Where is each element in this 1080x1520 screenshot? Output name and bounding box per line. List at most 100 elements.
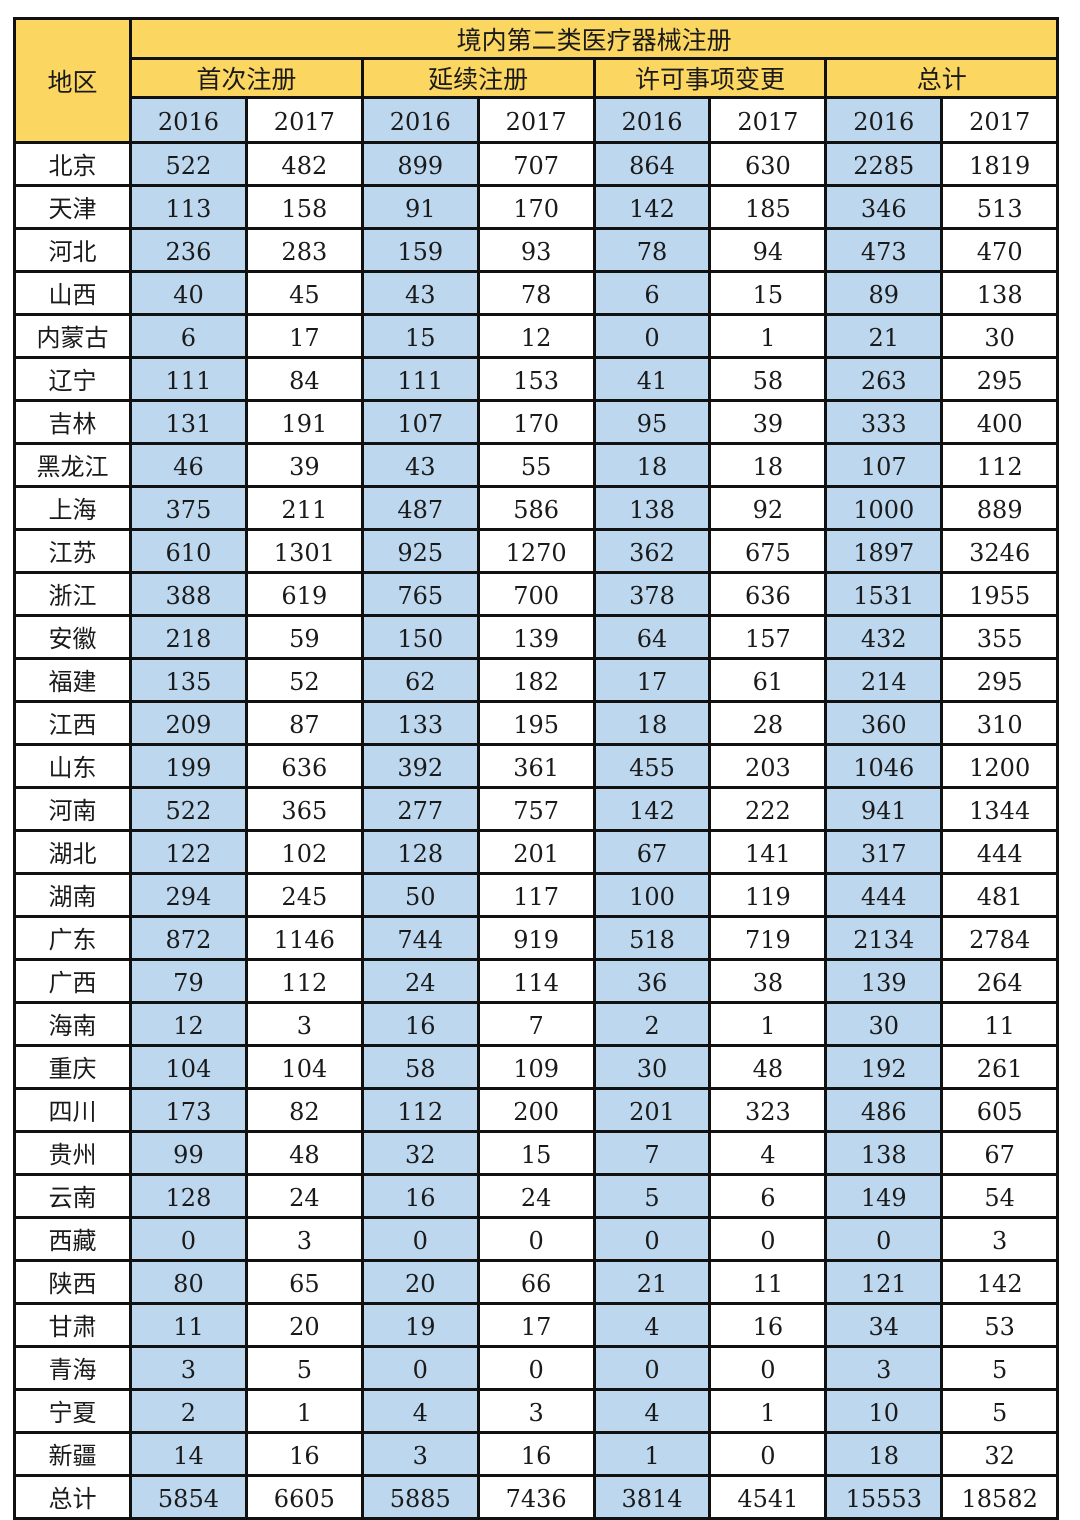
value-cell: 636 [244, 743, 364, 789]
value-cell: 18582 [940, 1474, 1060, 1520]
value-cell: 630 [708, 141, 828, 187]
value-cell: 66 [476, 1259, 596, 1305]
value-cell: 1146 [244, 915, 364, 961]
value-cell: 209 [129, 700, 248, 746]
value-cell: 0 [360, 1345, 480, 1391]
region-cell: 吉林 [13, 399, 132, 445]
value-cell: 11 [129, 1302, 248, 1348]
value-cell: 355 [940, 614, 1060, 660]
value-cell: 3814 [592, 1474, 712, 1520]
year-header: 2016 [360, 96, 480, 144]
value-cell: 4 [592, 1302, 712, 1348]
value-cell: 283 [244, 227, 364, 273]
value-cell: 46 [129, 442, 248, 488]
value-cell: 64 [592, 614, 712, 660]
value-cell: 6 [129, 313, 248, 359]
year-header: 2017 [476, 96, 596, 144]
header-row-title: 地区 境内第二类医疗器械注册 [13, 17, 1060, 144]
table-row: 陕西 80 65 20 66 21 11 121 142 [13, 1259, 1060, 1305]
value-cell: 0 [708, 1431, 828, 1477]
value-cell: 201 [592, 1087, 712, 1133]
value-cell: 107 [824, 442, 944, 488]
value-cell: 486 [824, 1087, 944, 1133]
region-cell: 广东 [13, 915, 132, 961]
value-cell: 1 [592, 1431, 712, 1477]
value-cell: 19 [360, 1302, 480, 1348]
value-cell: 139 [824, 958, 944, 1004]
value-cell: 16 [360, 1173, 480, 1219]
group-header-renewal: 延续注册 [360, 57, 596, 99]
table-row: 宁夏 2 1 4 3 4 1 10 5 [13, 1388, 1060, 1434]
value-cell: 261 [940, 1044, 1060, 1090]
value-cell: 16 [476, 1431, 596, 1477]
value-cell: 182 [476, 657, 596, 703]
table-row: 江西 209 87 133 195 18 28 360 310 [13, 700, 1060, 746]
value-cell: 158 [244, 184, 364, 230]
value-cell: 104 [244, 1044, 364, 1090]
value-cell: 1046 [824, 743, 944, 789]
value-cell: 113 [129, 184, 248, 230]
value-cell: 245 [244, 872, 364, 918]
region-cell: 广西 [13, 958, 132, 1004]
year-header: 2017 [708, 96, 828, 144]
table-row: 湖北 122 102 128 201 67 141 317 444 [13, 829, 1060, 875]
value-cell: 191 [244, 399, 364, 445]
table-title: 境内第二类医疗器械注册 [128, 17, 1060, 60]
value-cell: 192 [824, 1044, 944, 1090]
value-cell: 111 [129, 356, 248, 402]
header-row-years: 2016 2017 2016 2017 2016 2017 2016 2017 [15, 96, 1060, 144]
value-cell: 112 [244, 958, 364, 1004]
value-cell: 400 [940, 399, 1060, 445]
value-cell: 3 [129, 1345, 248, 1391]
value-cell: 61 [708, 657, 828, 703]
value-cell: 1000 [824, 485, 944, 531]
value-cell: 432 [824, 614, 944, 660]
region-cell: 安徽 [13, 614, 132, 660]
region-cell: 黑龙江 [13, 442, 132, 488]
value-cell: 58 [360, 1044, 480, 1090]
value-cell: 362 [592, 528, 712, 574]
value-cell: 48 [708, 1044, 828, 1090]
value-cell: 82 [244, 1087, 364, 1133]
value-cell: 295 [940, 356, 1060, 402]
table-row: 四川 173 82 112 200 201 323 486 605 [13, 1087, 1060, 1133]
value-cell: 5 [940, 1388, 1060, 1434]
region-cell: 宁夏 [13, 1388, 132, 1434]
value-cell: 0 [708, 1345, 828, 1391]
value-cell: 92 [708, 485, 828, 531]
value-cell: 5 [244, 1345, 364, 1391]
region-cell: 甘肃 [13, 1302, 132, 1348]
value-cell: 87 [244, 700, 364, 746]
region-cell: 四川 [13, 1087, 132, 1133]
value-cell: 1897 [824, 528, 944, 574]
value-cell: 899 [360, 141, 480, 187]
value-cell: 17 [244, 313, 364, 359]
value-cell: 79 [129, 958, 248, 1004]
value-cell: 138 [592, 485, 712, 531]
value-cell: 2 [129, 1388, 248, 1434]
value-cell: 173 [129, 1087, 248, 1133]
table-row: 广东 872 1146 744 919 518 719 2134 2784 [13, 915, 1060, 961]
table-row: 广西 79 112 24 114 36 38 139 264 [13, 958, 1060, 1004]
value-cell: 211 [244, 485, 364, 531]
value-cell: 135 [129, 657, 248, 703]
value-cell: 444 [940, 829, 1060, 875]
value-cell: 150 [360, 614, 480, 660]
value-cell: 1344 [940, 786, 1060, 832]
value-cell: 54 [940, 1173, 1060, 1219]
value-cell: 102 [244, 829, 364, 875]
value-cell: 30 [592, 1044, 712, 1090]
value-cell: 0 [708, 1216, 828, 1262]
table-row: 山西 40 45 43 78 6 15 89 138 [13, 270, 1060, 316]
value-cell: 10 [824, 1388, 944, 1434]
table-row: 湖南 294 245 50 117 100 119 444 481 [13, 872, 1060, 918]
table-row: 辽宁 111 84 111 153 41 58 263 295 [13, 356, 1060, 402]
value-cell: 11 [940, 1001, 1060, 1047]
value-cell: 15553 [824, 1474, 944, 1520]
value-cell: 388 [129, 571, 248, 617]
value-cell: 522 [129, 141, 248, 187]
table-row: 云南 128 24 16 24 5 6 149 54 [13, 1173, 1060, 1219]
value-cell: 157 [708, 614, 828, 660]
value-cell: 39 [708, 399, 828, 445]
region-cell: 陕西 [13, 1259, 132, 1305]
